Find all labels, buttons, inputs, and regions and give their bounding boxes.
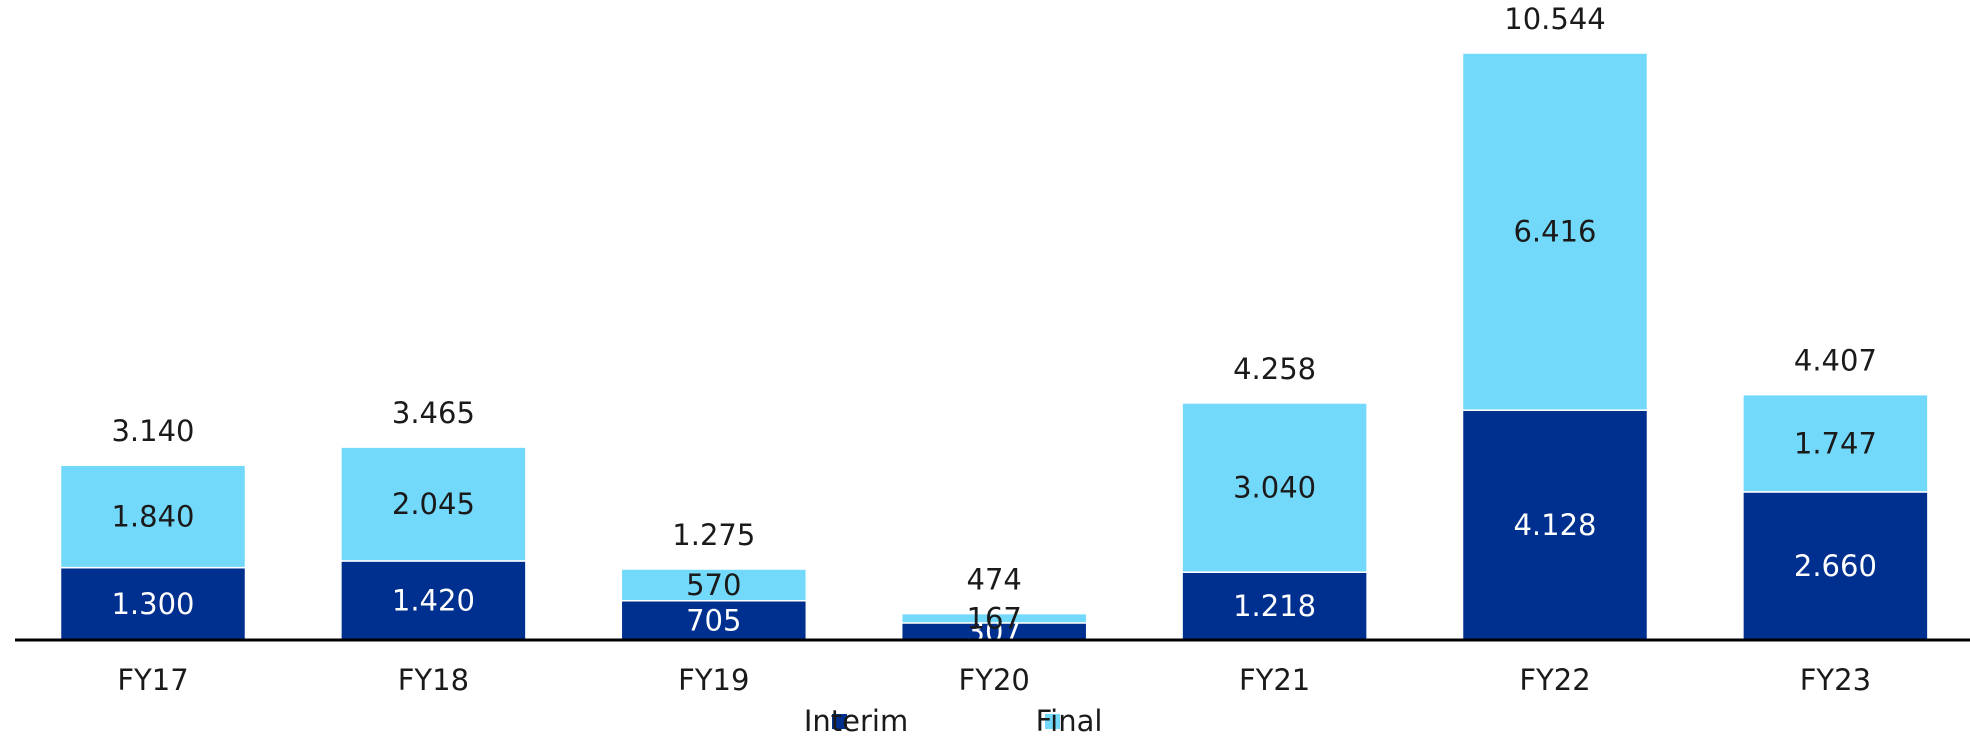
x-tick-label: FY17 [117,663,188,697]
bar-segment [620,568,808,602]
total-label: 10.544 [1504,2,1605,36]
x-tick-label: FY18 [398,663,469,697]
total-label: 4.258 [1233,352,1316,386]
total-label: 474 [967,563,1022,597]
value-label: 1.300 [111,587,194,621]
x-tick-label: FY20 [959,663,1030,697]
bar-segment [1461,409,1649,641]
value-label: 2.045 [392,487,475,521]
legend-swatch [1045,714,1060,729]
total-label: 1.275 [672,518,755,552]
total-label: 3.465 [392,396,475,430]
x-tick-label: FY23 [1800,663,1871,697]
x-tick-label: FY19 [678,663,749,697]
value-label: 2.660 [1794,549,1877,583]
value-label: 1.840 [111,499,194,533]
value-label: 1.218 [1233,589,1316,623]
value-label: 4.128 [1513,508,1596,542]
legend-label: Final [1036,704,1103,738]
value-label: 570 [686,568,741,602]
value-label: 705 [686,603,741,637]
value-label: 1.420 [392,583,475,617]
bar-segment [1461,52,1649,411]
legend-swatch [832,714,847,729]
value-label: 6.416 [1513,215,1596,249]
x-tick-label: FY21 [1239,663,1310,697]
value-label: 3.040 [1233,471,1316,505]
bar-segment [59,566,247,641]
value-label: 1.747 [1794,426,1877,460]
bar-segment [340,446,527,562]
total-label: 4.407 [1794,344,1877,378]
bar-segment [900,612,1088,624]
legend-label: Interim [804,704,908,738]
bar-segment [1181,402,1368,573]
value-label: 167 [967,601,1022,635]
bar-segment [1742,393,1929,493]
x-tick-label: FY22 [1519,663,1590,697]
bar-segment [59,464,247,569]
bar-segment [1742,491,1929,641]
total-label: 3.140 [111,414,194,448]
